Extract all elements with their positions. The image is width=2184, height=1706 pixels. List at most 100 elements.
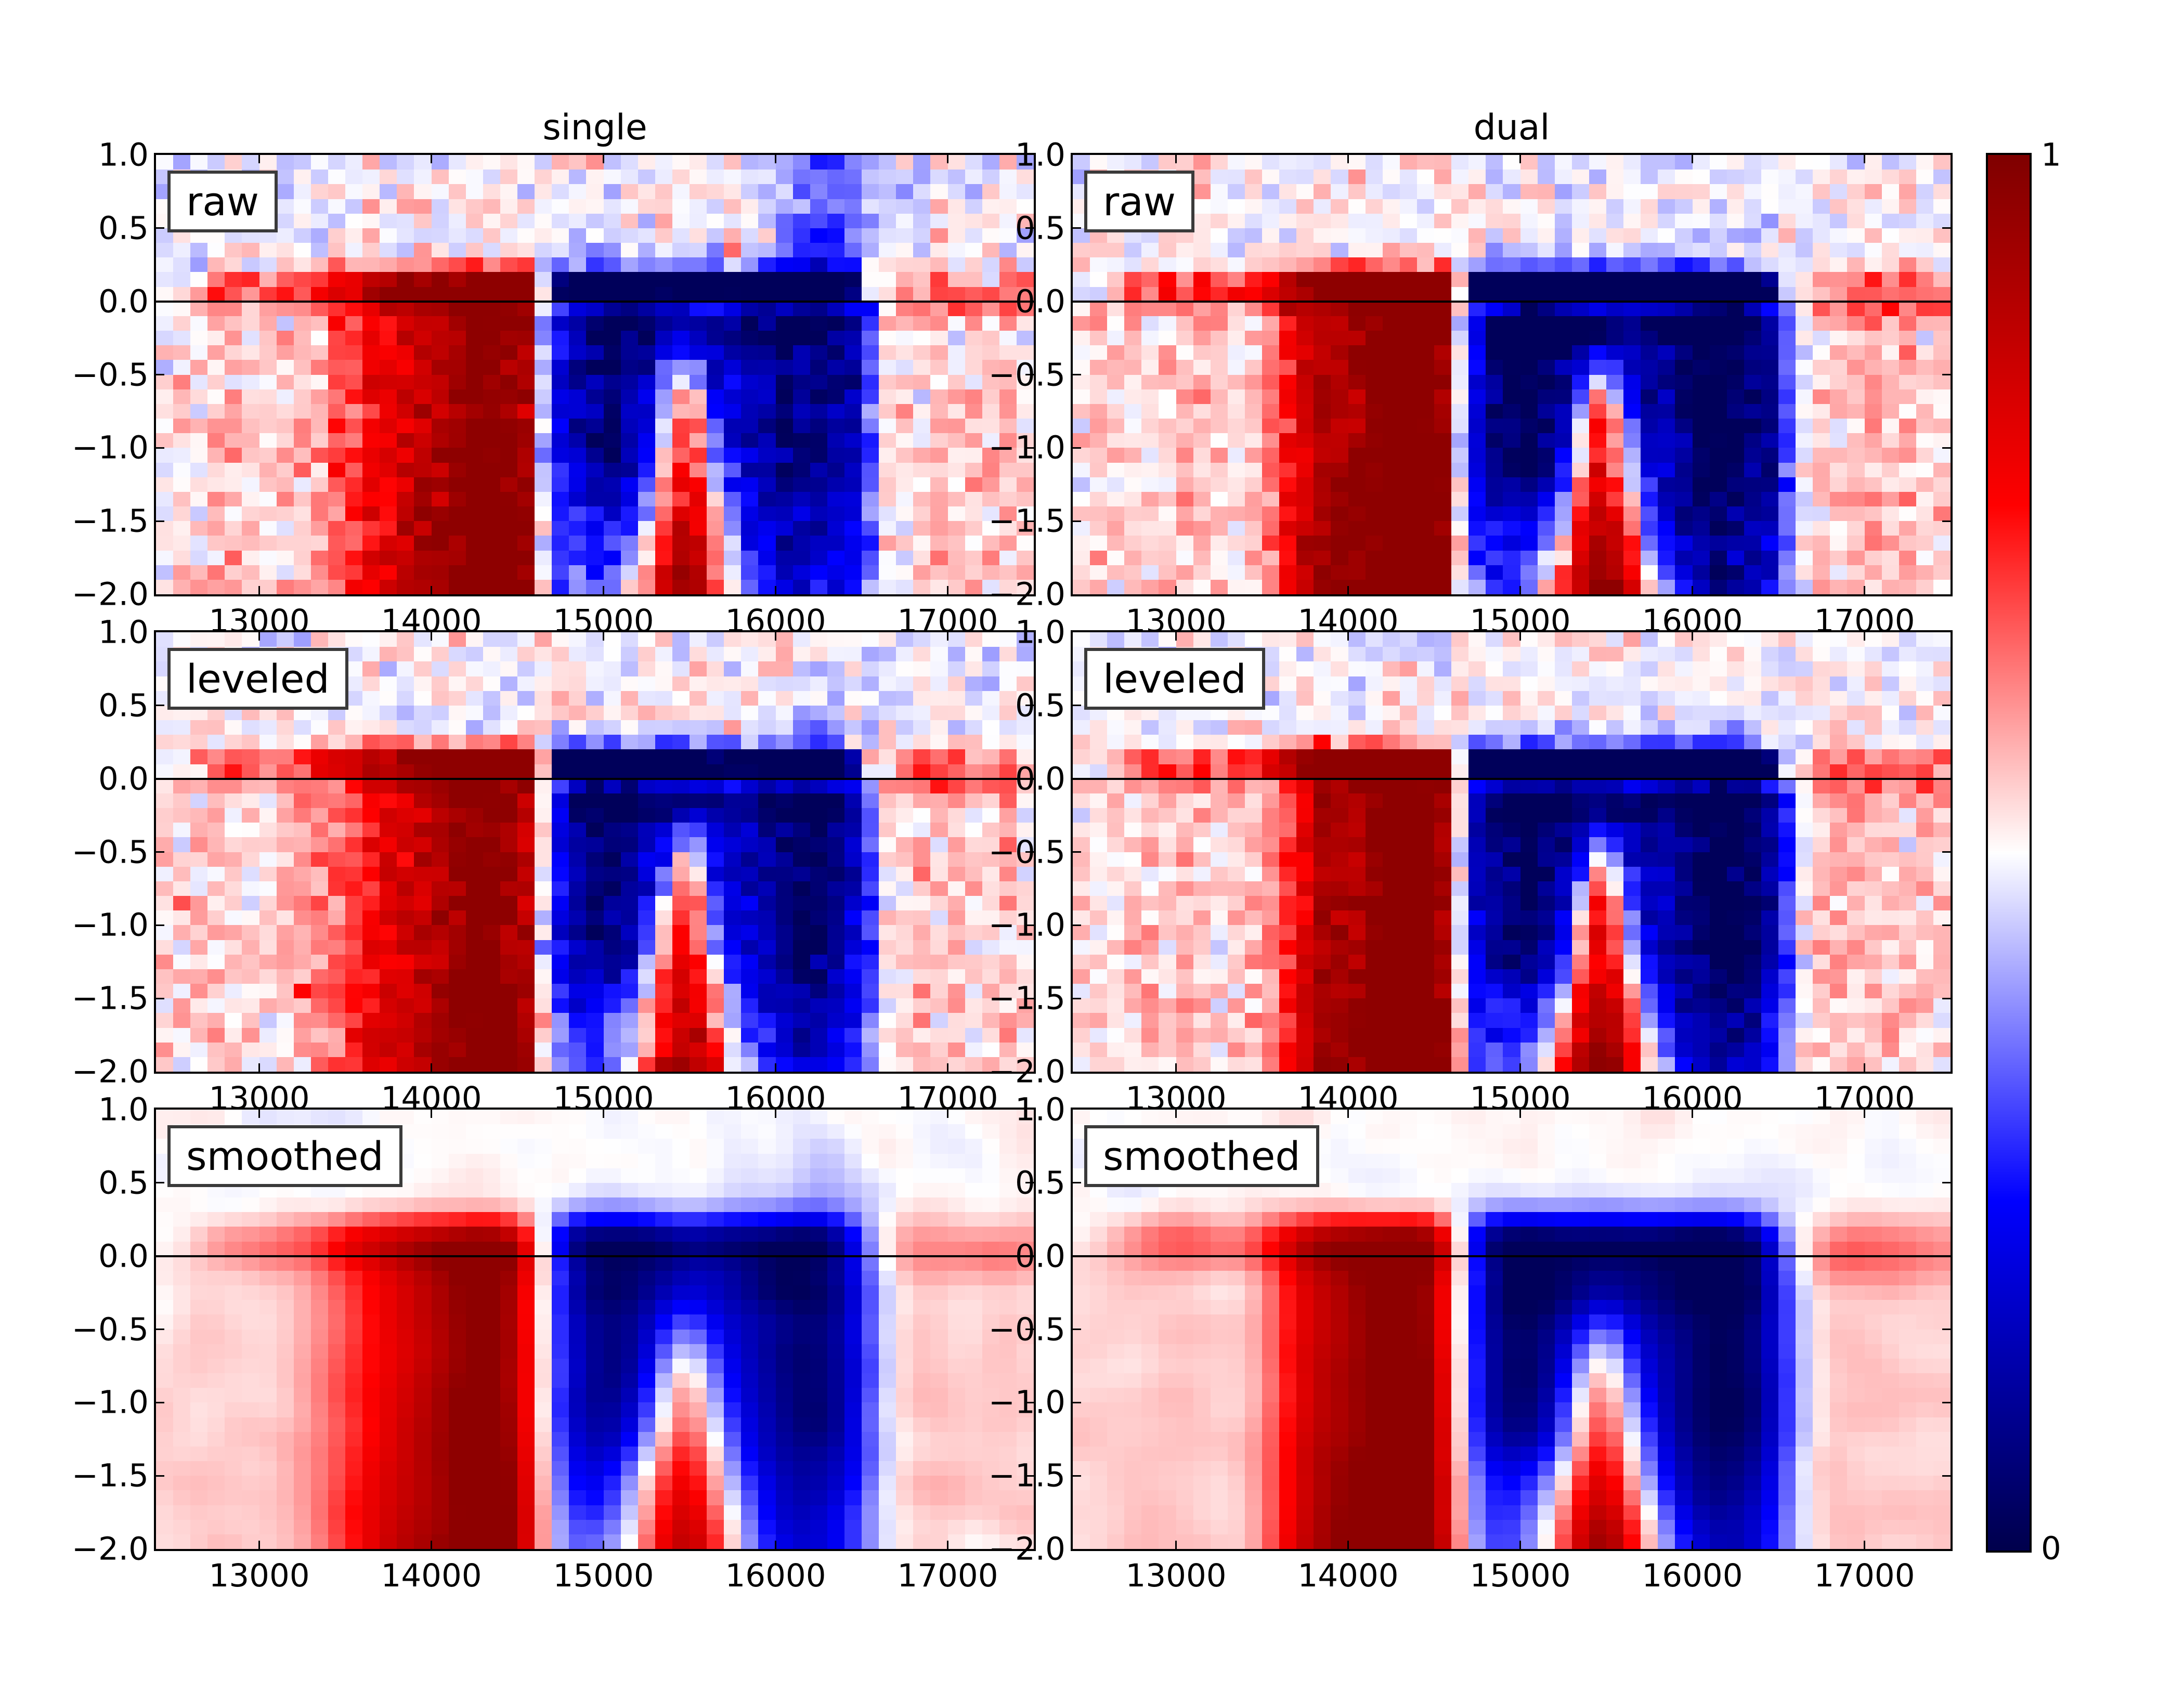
y-tickmark bbox=[1025, 520, 1034, 522]
x-tickmark bbox=[1347, 586, 1349, 594]
x-tickmark bbox=[1864, 1541, 1865, 1549]
x-tickmark bbox=[1692, 155, 1694, 163]
panel-label-smoothed: smoothed bbox=[167, 1125, 402, 1188]
x-tickmark bbox=[947, 1063, 948, 1072]
heatmap-panel-single-smoothed: smoothed bbox=[154, 1108, 1036, 1551]
x-tickmark bbox=[947, 1541, 948, 1549]
x-tickmark bbox=[258, 1541, 261, 1549]
y-tickmark bbox=[156, 924, 164, 926]
x-tick-label: 13000 bbox=[1125, 1557, 1227, 1594]
colorbar-gradient bbox=[1988, 155, 2030, 1551]
y-tickmark bbox=[156, 1255, 164, 1257]
y-tick-label: 0.0 bbox=[98, 760, 149, 798]
y-tickmark bbox=[1025, 227, 1034, 229]
y-tickmark bbox=[156, 851, 164, 853]
x-tickmark bbox=[1519, 1063, 1522, 1072]
y-tickmark bbox=[156, 1182, 164, 1184]
panel-label-leveled: leveled bbox=[1084, 648, 1265, 710]
y-tickmark bbox=[156, 778, 164, 780]
y-tick-label: −2.0 bbox=[71, 1053, 149, 1090]
x-tick-label: 17000 bbox=[1814, 1557, 1915, 1594]
y-tickmark bbox=[1942, 997, 1951, 999]
y-tick-label: −0.5 bbox=[71, 356, 149, 393]
y-tick-label: 0.0 bbox=[1015, 1238, 1065, 1275]
x-tickmark bbox=[1347, 632, 1349, 641]
y-tickmark bbox=[1073, 1475, 1081, 1477]
y-tick-label: −1.5 bbox=[71, 980, 149, 1017]
y-tick-label: −2.0 bbox=[988, 1530, 1065, 1568]
y-tick-label: −2.0 bbox=[71, 1530, 149, 1568]
x-tickmark bbox=[1347, 155, 1349, 163]
heatmap-canvas-dual-raw bbox=[1073, 155, 1951, 594]
y-tick-label: 0.0 bbox=[98, 1238, 149, 1275]
x-tickmark bbox=[431, 1110, 433, 1118]
y-tickmark bbox=[1942, 705, 1951, 707]
y-tickmark bbox=[1073, 227, 1081, 229]
y-tick-label: −2.0 bbox=[988, 576, 1065, 613]
y-tickmark bbox=[1073, 1182, 1081, 1184]
y-tickmark bbox=[1025, 924, 1034, 926]
y-tickmark bbox=[156, 1401, 164, 1403]
y-tickmark bbox=[1025, 1182, 1034, 1184]
y-tick-label: −1.5 bbox=[988, 1457, 1065, 1494]
y-tickmark bbox=[1073, 997, 1081, 999]
x-tickmark bbox=[1175, 1110, 1177, 1118]
x-tickmark bbox=[775, 1063, 777, 1072]
y-tickmark bbox=[1025, 301, 1034, 303]
y-tick-label: 0.5 bbox=[1015, 687, 1065, 724]
x-tickmark bbox=[258, 1110, 261, 1118]
x-tickmark bbox=[1347, 1110, 1349, 1118]
y-tickmark bbox=[1025, 997, 1034, 999]
zero-line bbox=[156, 777, 1034, 780]
x-tickmark bbox=[947, 586, 948, 594]
x-tickmark bbox=[1692, 632, 1694, 641]
x-tick-label: 14000 bbox=[1297, 1557, 1399, 1594]
x-tickmark bbox=[947, 632, 948, 641]
x-tickmark bbox=[1864, 1063, 1865, 1072]
x-tick-label: 13000 bbox=[209, 1557, 310, 1594]
y-tick-label: 1.0 bbox=[98, 136, 149, 174]
y-tick-label: −1.5 bbox=[71, 502, 149, 540]
y-tickmark bbox=[1025, 1401, 1034, 1403]
x-tickmark bbox=[775, 1110, 777, 1118]
y-tick-label: −1.0 bbox=[71, 1384, 149, 1421]
y-tick-label: −0.5 bbox=[988, 1311, 1065, 1348]
y-tickmark bbox=[1073, 520, 1081, 522]
zero-line bbox=[1073, 300, 1951, 303]
y-tick-label: −0.5 bbox=[71, 1311, 149, 1348]
x-tick-label: 15000 bbox=[1470, 1557, 1571, 1594]
colorbar bbox=[1986, 153, 2032, 1553]
x-tickmark bbox=[431, 632, 433, 641]
y-tick-label: −0.5 bbox=[988, 834, 1065, 870]
y-tickmark bbox=[1073, 924, 1081, 926]
x-tickmark bbox=[1864, 632, 1865, 641]
x-tickmark bbox=[947, 1110, 948, 1118]
x-tickmark bbox=[603, 1063, 605, 1072]
panel-label-smoothed: smoothed bbox=[1084, 1125, 1319, 1188]
panel-label-leveled: leveled bbox=[167, 648, 348, 710]
y-tick-label: 0.0 bbox=[98, 283, 149, 320]
x-tickmark bbox=[1864, 1110, 1865, 1118]
y-tickmark bbox=[1025, 1329, 1034, 1330]
zero-line bbox=[1073, 777, 1951, 780]
y-tick-label: −1.0 bbox=[988, 429, 1065, 466]
y-tickmark bbox=[1942, 851, 1951, 853]
y-tickmark bbox=[1942, 778, 1951, 780]
y-tick-label: −0.5 bbox=[988, 356, 1065, 393]
heatmap-panel-dual-raw: raw bbox=[1071, 153, 1953, 596]
y-tickmark bbox=[1942, 520, 1951, 522]
panel-label-raw: raw bbox=[167, 171, 278, 233]
x-tickmark bbox=[1864, 586, 1865, 594]
y-tick-label: 1.0 bbox=[1015, 614, 1065, 651]
y-tick-label: −1.0 bbox=[988, 1384, 1065, 1421]
x-tickmark bbox=[1175, 1541, 1177, 1549]
x-tickmark bbox=[258, 1063, 261, 1072]
y-tick-label: 0.5 bbox=[1015, 1164, 1065, 1202]
x-tick-label: 17000 bbox=[897, 1557, 998, 1594]
x-tickmark bbox=[1519, 155, 1522, 163]
y-tickmark bbox=[156, 447, 164, 449]
y-tick-label: −1.0 bbox=[71, 429, 149, 466]
heatmap-canvas-single-raw bbox=[156, 155, 1034, 594]
y-tickmark bbox=[1073, 851, 1081, 853]
